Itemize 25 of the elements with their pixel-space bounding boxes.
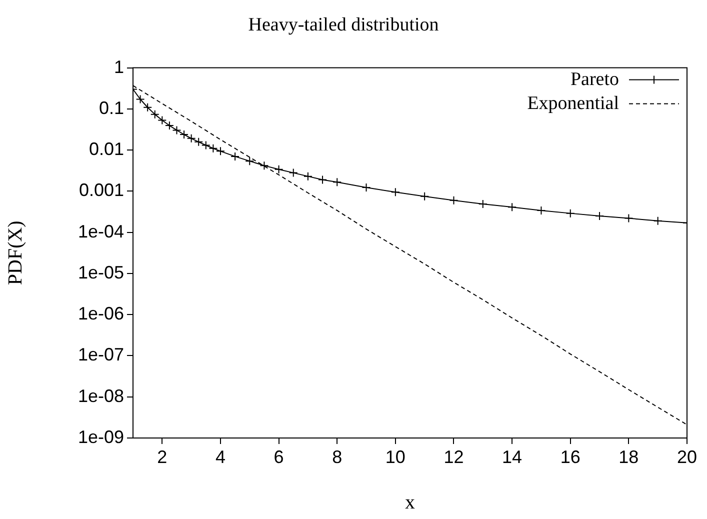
x-tick-label: 8 [332, 446, 342, 467]
y-tick-label: 1e-06 [78, 304, 124, 324]
x-tick-label: 14 [502, 446, 522, 467]
x-tick-label: 10 [385, 446, 406, 467]
y-tick-label: 1e-08 [78, 386, 124, 406]
x-tick-label: 16 [560, 446, 580, 467]
legend-label: Exponential [527, 92, 619, 114]
y-tick-label: 1e-09 [78, 426, 124, 447]
y-tick-label: 1e-05 [78, 262, 124, 282]
y-tick-label: 1e-04 [78, 221, 124, 242]
x-tick-label: 2 [157, 446, 168, 467]
x-tick-label: 4 [215, 446, 226, 467]
x-axis-title: x [405, 491, 415, 514]
y-tick-label: 1 [114, 56, 124, 77]
y-tick-label: 1e-07 [78, 344, 124, 365]
x-tick-label: 6 [274, 446, 284, 467]
legend-label: Pareto [570, 68, 619, 90]
y-tick-label: 0.1 [98, 98, 124, 118]
x-tick-label: 12 [444, 446, 464, 467]
y-tick-label: 0.001 [78, 180, 124, 200]
y-tick-label: 0.01 [88, 139, 124, 160]
chart-title: Heavy-tailed distribution [248, 14, 440, 36]
y-axis-title: PDF(X) [4, 220, 26, 286]
x-tick-label: 20 [676, 446, 698, 467]
x-tick-label: 18 [618, 446, 639, 467]
